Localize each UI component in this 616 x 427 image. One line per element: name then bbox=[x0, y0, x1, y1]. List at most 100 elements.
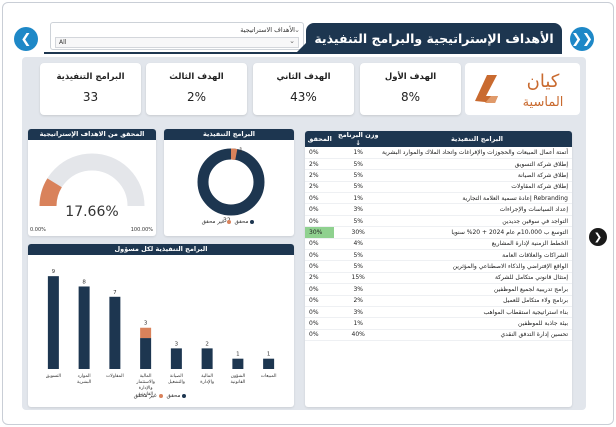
cell-achieved: 2% bbox=[305, 272, 335, 285]
bar-not-achieved bbox=[263, 358, 275, 369]
gauge-title: المحقق من الاهداف الإستراتيجية bbox=[28, 129, 156, 140]
cell-weight: 30% bbox=[334, 226, 382, 239]
cell-achieved: 0% bbox=[305, 329, 335, 342]
cell-achieved: 0% bbox=[305, 283, 335, 296]
legend-achieved: محقق bbox=[166, 393, 181, 399]
bar-total-label: 1 bbox=[236, 352, 240, 358]
table-row[interactable]: 0% 1% بيئة جاذبة للموظفين bbox=[305, 317, 572, 330]
kpi-title: البرامج التنفيذية bbox=[56, 72, 125, 82]
cell-program: إطلاق شركة المقاولات bbox=[382, 181, 572, 194]
bar-category-label: والإدارة bbox=[139, 386, 153, 391]
table-row[interactable]: 0% 5% التواجد في سوقين جديدين bbox=[305, 215, 572, 228]
table-row[interactable]: 0% 5% الشراكات والعلاقات العامة bbox=[305, 249, 572, 262]
cell-achieved: 2% bbox=[305, 169, 335, 182]
kpi-title: الهدف الأول bbox=[384, 72, 437, 82]
company-logo: كيان الماسية bbox=[465, 63, 580, 115]
donut-title: البرامج التنفيذية bbox=[164, 129, 294, 140]
back-button[interactable]: ❮ bbox=[14, 27, 38, 51]
programs-table: المحقق وزن البرنامج ↓ البرامج التنفيذية … bbox=[305, 131, 572, 342]
table-row[interactable]: 0% 3% برامج تدريبية لجميع الموظفين bbox=[305, 283, 572, 296]
table-row[interactable]: 30% 30% التوسع ب 10،000م عام 2024 + 20% سن… bbox=[305, 226, 572, 239]
bar-category-label: المالية bbox=[140, 374, 152, 379]
filter-select[interactable]: All ⌄ bbox=[55, 37, 299, 48]
forward-button[interactable]: ❯❯ bbox=[570, 27, 594, 51]
cell-achieved: 0% bbox=[305, 192, 335, 205]
kpi-card-programs: البرامج التنفيذية 33 bbox=[40, 63, 141, 115]
bar-category-label: التسويق bbox=[46, 374, 61, 379]
col-program[interactable]: البرامج التنفيذية bbox=[382, 131, 572, 147]
bar-legend: محقق غير محقق bbox=[28, 393, 294, 399]
bar-category-label: المقاولات bbox=[106, 374, 124, 379]
gauge-fill bbox=[39, 178, 63, 207]
cell-achieved: 0% bbox=[305, 147, 335, 159]
filter-value: All bbox=[59, 39, 67, 46]
bar-total-label: 9 bbox=[52, 269, 56, 275]
table-row[interactable]: 0% 2% برنامج ولاء متكامل للعميل bbox=[305, 295, 572, 307]
gauge-min: 0.00% bbox=[30, 227, 46, 233]
bar-category-label: القانونية bbox=[230, 380, 245, 385]
gauge-panel: المحقق من الاهداف الإستراتيجية 17.66% 0.… bbox=[28, 129, 156, 236]
cell-program: إعداد السياسات والإجراءات bbox=[382, 203, 572, 216]
cell-weight: 3% bbox=[334, 203, 382, 216]
cell-program: Rebranding إعادة تسمية العلامة التجارية bbox=[382, 192, 572, 205]
donut-achieved bbox=[230, 148, 238, 160]
cell-program: أتمتة أعمال المبيعات والحجوزات والإفراغا… bbox=[382, 147, 572, 159]
table-row[interactable]: 2% 5% إطلاق شركة التسويق bbox=[305, 158, 572, 171]
kpi-title: الهدف الثالث bbox=[169, 72, 224, 82]
bar-title: البرامج التنفيذية لكل مسؤول bbox=[28, 244, 294, 255]
goals-filter[interactable]: الأهداف الاستراتيجية ⌄ All ⌄ bbox=[50, 22, 304, 50]
table-row[interactable]: 0% 1% أتمتة أعمال المبيعات والحجوزات والإف… bbox=[305, 147, 572, 159]
logo-mark-icon: كيان الماسية bbox=[475, 71, 563, 110]
donut-panel: البرامج التنفيذية 1 32 محقق غير محقق bbox=[164, 129, 294, 236]
title-divider bbox=[44, 52, 562, 54]
cell-weight: 1% bbox=[334, 147, 382, 159]
chevron-down-icon[interactable]: ⌄ bbox=[294, 26, 300, 34]
table-row[interactable]: 0% 40% تحسين إدارة التدفق النقدي bbox=[305, 329, 572, 342]
bar-achieved bbox=[140, 327, 152, 339]
cell-weight: 3% bbox=[334, 283, 382, 296]
table-body: 0% 1% أتمتة أعمال المبيعات والحجوزات والإف… bbox=[305, 147, 572, 342]
cell-program: التواجد في سوقين جديدين bbox=[382, 215, 572, 228]
table-row[interactable]: 0% 3% بناء استراتيجية استقطاب المواهب bbox=[305, 306, 572, 319]
cell-achieved: 2% bbox=[305, 158, 335, 171]
legend-not: غير محقق bbox=[133, 393, 157, 399]
chevron-down-icon: ⌄ bbox=[289, 37, 295, 45]
kpi-card-goal-2: الهدف الثاني 43% bbox=[253, 63, 354, 115]
cell-program: برنامج ولاء متكامل للعميل bbox=[382, 295, 572, 307]
col-weight[interactable]: وزن البرنامج ↓ bbox=[334, 131, 382, 147]
next-page-button[interactable]: ❯ bbox=[589, 228, 607, 246]
cell-achieved: 2% bbox=[305, 181, 335, 194]
cell-achieved: 0% bbox=[305, 215, 335, 228]
table-row[interactable]: 2% 5% إطلاق شركة المقاولات bbox=[305, 181, 572, 194]
cell-achieved: 0% bbox=[305, 249, 335, 262]
table-row[interactable]: 0% 1% Rebranding إعادة تسمية العلامة التجا… bbox=[305, 192, 572, 205]
cell-weight: 5% bbox=[334, 158, 382, 171]
table-row[interactable]: 2% 5% إطلاق شركة الصيانة bbox=[305, 169, 572, 182]
cell-program: بيئة جاذبة للموظفين bbox=[382, 317, 572, 330]
cell-program: تحسين إدارة التدفق النقدي bbox=[382, 329, 572, 342]
bar-category-label: القانونية bbox=[138, 392, 153, 395]
bar-category-label: المبيعات bbox=[261, 374, 277, 379]
cell-achieved: 0% bbox=[305, 238, 335, 251]
bar-total-label: 3 bbox=[144, 321, 148, 327]
gauge-track bbox=[39, 153, 145, 207]
col-weight-label: وزن البرنامج bbox=[337, 131, 379, 139]
cell-program: إطلاق شركة التسويق bbox=[382, 158, 572, 171]
cell-weight: 1% bbox=[334, 192, 382, 205]
cell-program: الخطط الزمنية لإدارة المشاريع bbox=[382, 238, 572, 251]
table-row[interactable]: 0% 4% الخطط الزمنية لإدارة المشاريع bbox=[305, 238, 572, 251]
table-row[interactable]: 0% 5% الواقع الإفتراضي والذكاء الاصطناعي و… bbox=[305, 260, 572, 273]
bar-not-achieved bbox=[78, 286, 90, 369]
page-title: الأهداف الإستراتيجية والبرامج التنفيذية bbox=[306, 23, 562, 53]
legend-dot-icon bbox=[250, 219, 255, 224]
kpi-title: الهدف الثاني bbox=[276, 72, 331, 82]
sort-desc-icon: ↓ bbox=[355, 139, 361, 147]
cell-achieved: 0% bbox=[305, 317, 335, 330]
table-row[interactable]: 0% 3% إعداد السياسات والإجراءات bbox=[305, 203, 572, 216]
kpi-value: 33 bbox=[82, 90, 99, 104]
table-row[interactable]: 2% 15% إمتثال قانوني متكامل للشركة bbox=[305, 272, 572, 285]
legend-achieved: محقق bbox=[234, 219, 249, 225]
col-achieved[interactable]: المحقق bbox=[305, 131, 335, 147]
bar-panel: البرامج التنفيذية لكل مسؤول 9 التسويق 8 الم… bbox=[28, 244, 294, 407]
